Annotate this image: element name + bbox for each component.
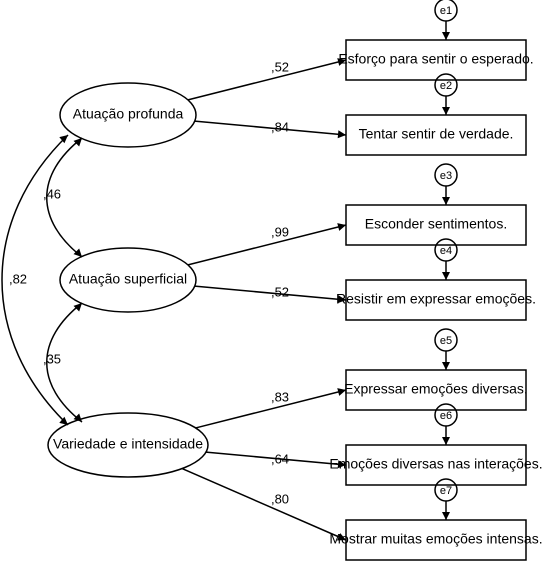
sem-path-diagram: ,46 ,35 ,82 ,52 ,84 ,99 ,52 ,83 ,64 ,80 Atuação pr…: [0, 0, 546, 561]
latent-label: Variedade e intensidade: [53, 436, 203, 452]
observed-label: Esforço para sentir o esperado.: [338, 51, 533, 67]
error-term-label: e4: [440, 245, 452, 257]
observed-label: Emoções diversas nas interações.: [329, 456, 542, 472]
error-term-label: e6: [440, 410, 452, 422]
loading-label: ,83: [271, 389, 289, 404]
loading-label: ,80: [271, 491, 289, 506]
error-term-label: e7: [440, 485, 452, 497]
error-term-label: e3: [440, 170, 452, 182]
error-term-label: e1: [440, 5, 452, 17]
loading-arrow: [188, 225, 346, 265]
observed-label: Expressar emoções diversas.: [344, 381, 528, 397]
observed-label: Mostrar muitas emoções intensas.: [329, 531, 542, 547]
loading-arrow: [188, 60, 346, 100]
covariance-label: ,82: [9, 271, 27, 286]
covariance-label: ,35: [43, 351, 61, 366]
loading-arrow: [182, 469, 346, 540]
error-term-label: e2: [440, 80, 452, 92]
loading-label: ,99: [271, 224, 289, 239]
loading-label: ,52: [271, 284, 289, 299]
observed-label: Resistir em expressar emoções.: [336, 291, 536, 307]
observed-label: Tentar sentir de verdade.: [359, 126, 514, 142]
loading-label: ,52: [271, 59, 289, 74]
latent-label: Atuação profunda: [73, 106, 184, 122]
observed-label: Esconder sentimentos.: [365, 216, 507, 232]
latent-label: Atuação superficial: [69, 271, 187, 287]
error-term-label: e5: [440, 335, 452, 347]
loading-label: ,64: [271, 451, 289, 466]
loading-label: ,84: [271, 119, 289, 134]
covariance-label: ,46: [43, 186, 61, 201]
